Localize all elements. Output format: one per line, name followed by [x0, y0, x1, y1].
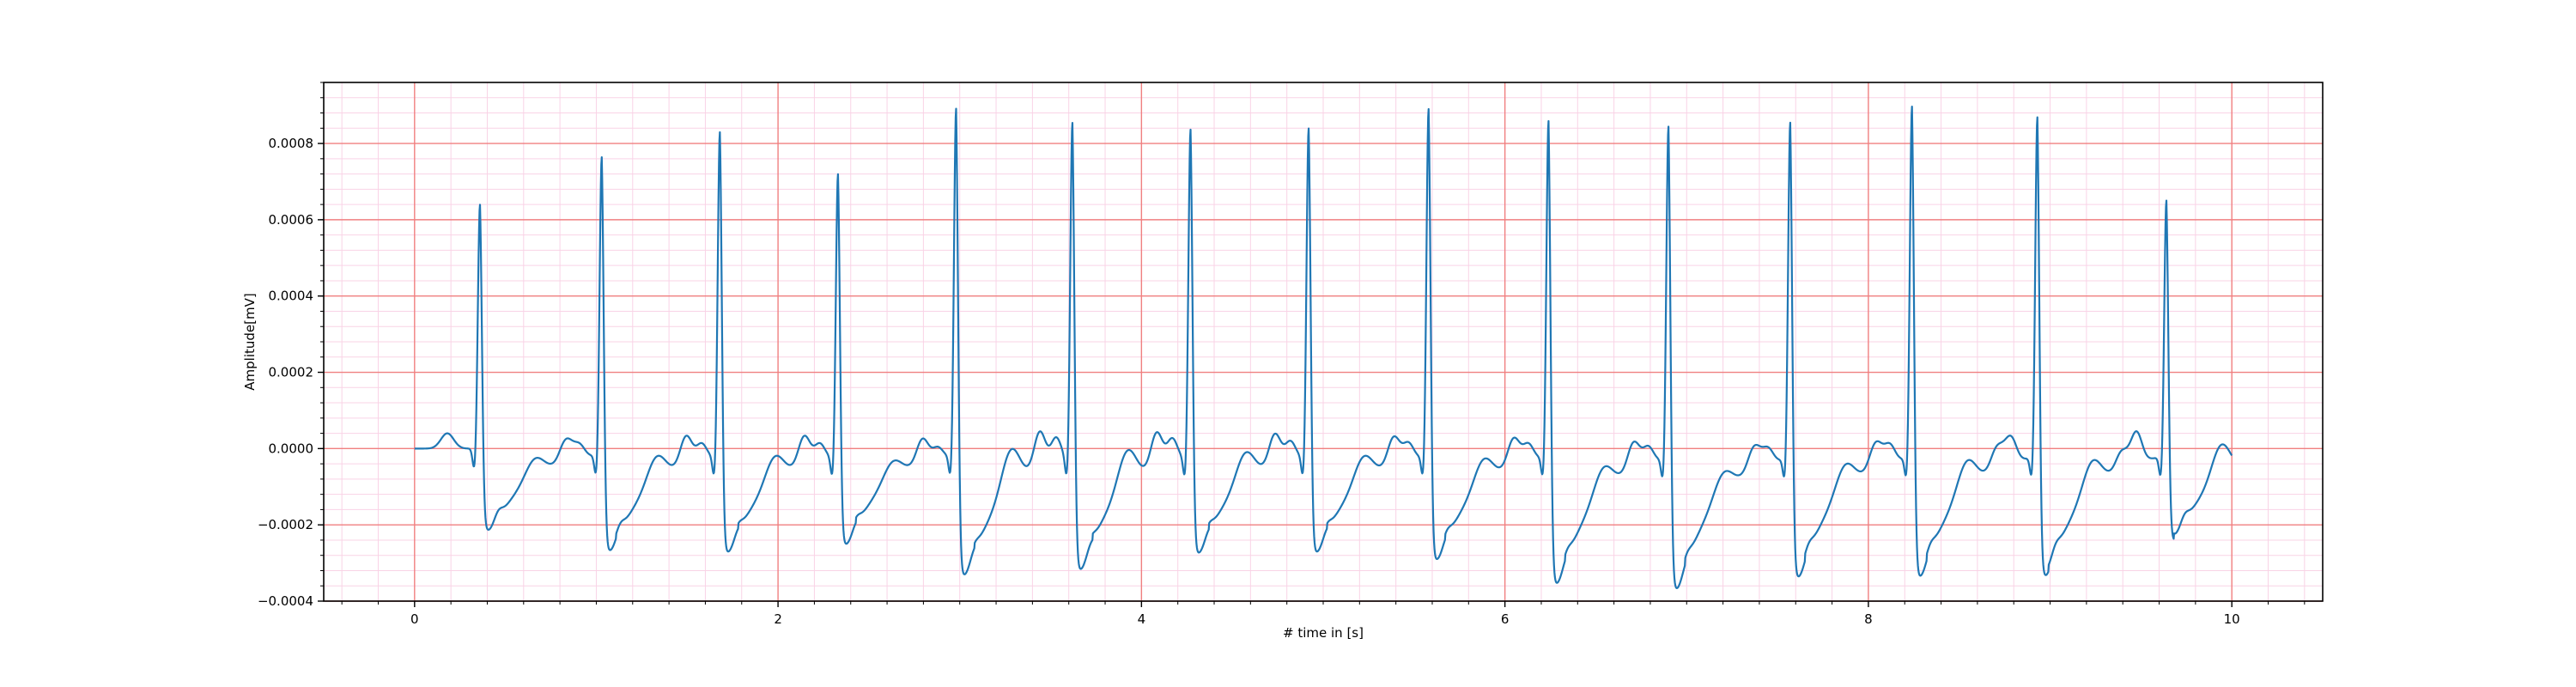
x-tick-label: 10: [2224, 611, 2240, 627]
y-axis: −0.0004 −0.0002 0.0000 0.0002 0.0004 0.0006 0.…: [258, 82, 324, 609]
ecg-signal-line: [414, 106, 2233, 589]
y-tick-label: 0.0000: [269, 441, 314, 456]
x-axis: 0 2 4 6 8 10: [341, 601, 2306, 627]
y-axis-label: Amplitude[mV]: [242, 293, 258, 390]
x-tick-label: 4: [1138, 611, 1146, 627]
y-tick-label: 0.0006: [269, 212, 314, 228]
minor-grid: [324, 82, 2323, 602]
x-tick-label: 8: [1864, 611, 1873, 627]
y-tick-label: 0.0004: [269, 289, 314, 304]
y-tick-label: −0.0002: [258, 517, 313, 532]
x-tick-label: 6: [1501, 611, 1510, 627]
y-tick-label: 0.0002: [269, 365, 314, 380]
y-tick-label: 0.0008: [269, 136, 314, 151]
x-axis-label: # time in [s]: [1283, 625, 1364, 641]
x-tick-label: 2: [774, 611, 782, 627]
x-tick-label: 0: [410, 611, 419, 627]
y-tick-label: −0.0004: [258, 593, 313, 609]
